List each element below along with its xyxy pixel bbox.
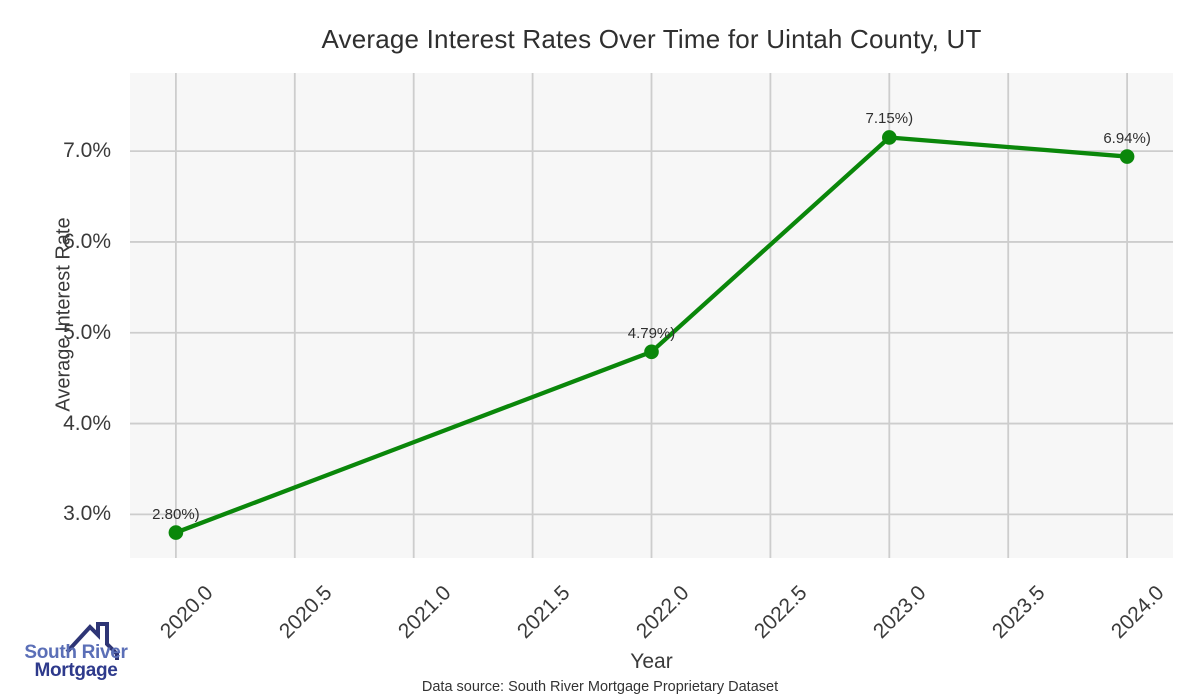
data-point-label: 2.80%) (152, 505, 200, 523)
data-point-marker (168, 525, 184, 540)
y-tick-label: 3.0% (63, 502, 111, 526)
y-tick-label: 6.0% (63, 229, 111, 253)
logo-text-line2: Mortgage (34, 660, 118, 681)
data-point-marker (882, 130, 897, 145)
interest-rate-line (173, 135, 1130, 535)
y-tick-label: 4.0% (63, 411, 111, 435)
y-tick-label: 5.0% (63, 320, 111, 344)
data-point-label: 4.79%) (627, 324, 676, 342)
data-point-label: 7.15%) (865, 110, 914, 128)
chart-title: Average Interest Rates Over Time for Uin… (321, 24, 982, 54)
x-axis-label: Year (630, 650, 673, 673)
data-point-marker (1119, 149, 1135, 164)
y-tick-label: 7.0% (63, 139, 111, 163)
y-axis-label: Average Interest Rate (52, 217, 75, 412)
south-river-mortgage-logo: South River Mortgage (18, 616, 138, 686)
data-point-marker (644, 344, 659, 360)
house-roof-icon (65, 622, 119, 660)
data-point-label: 6.94%) (1103, 129, 1151, 147)
data-source-note: Data source: South River Mortgage Propri… (421, 679, 779, 695)
logo-text-line1: South River (24, 642, 128, 663)
